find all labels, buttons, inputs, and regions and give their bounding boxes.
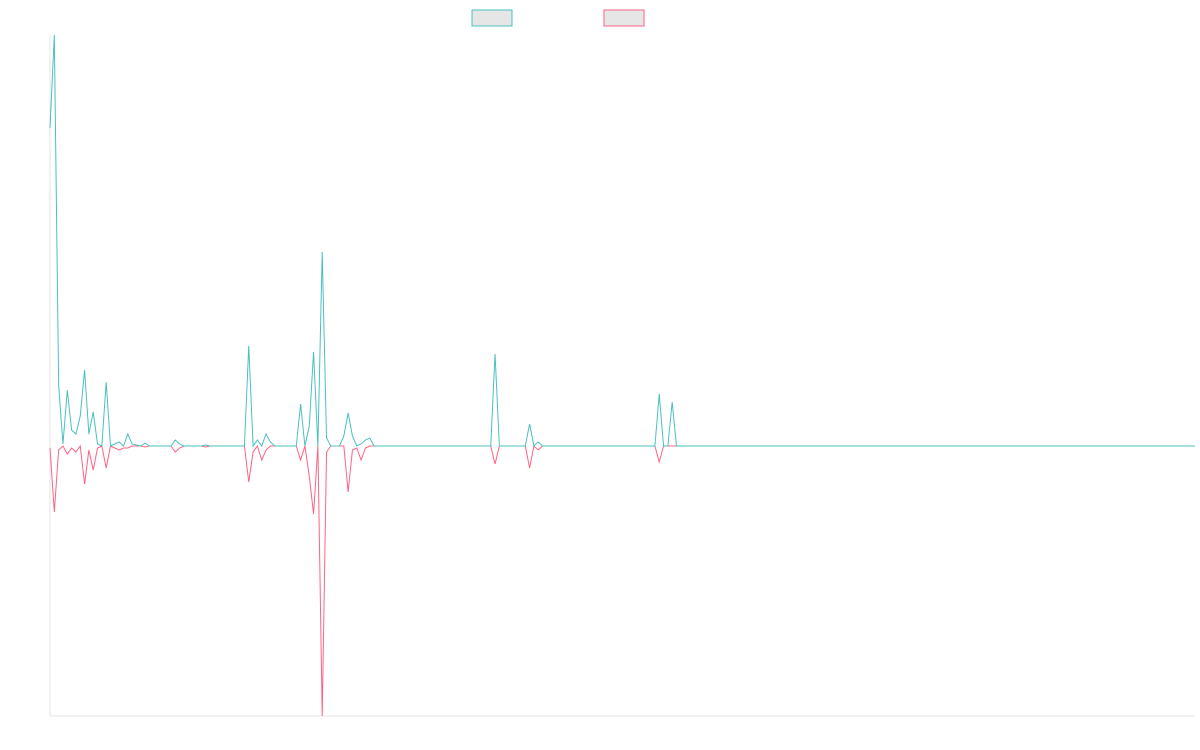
legend-swatch <box>603 9 645 27</box>
series-line <box>49 444 1195 717</box>
series-line <box>49 34 1195 448</box>
legend-swatch <box>471 9 513 27</box>
